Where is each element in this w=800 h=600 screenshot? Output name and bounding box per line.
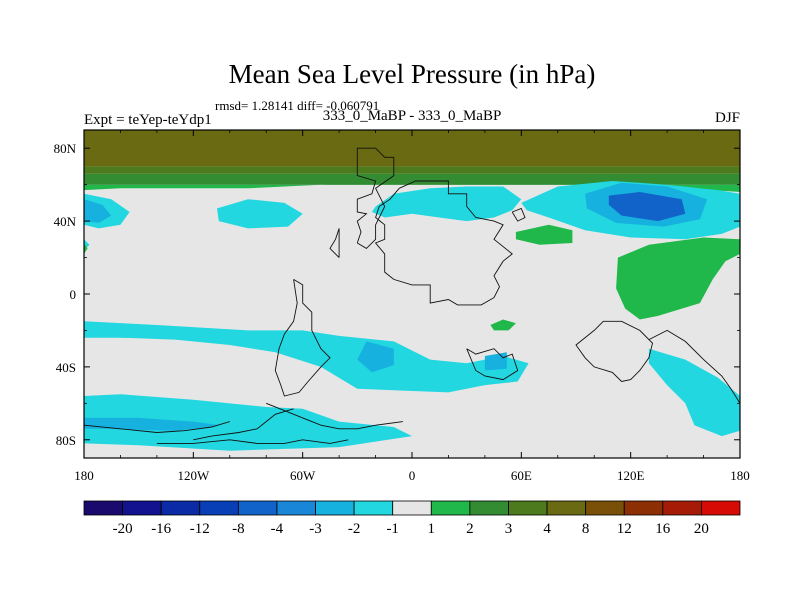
- y-tick-label-1: 40N: [54, 214, 77, 229]
- coastline-4: [274, 279, 331, 397]
- colorbar-swatch-0: [83, 500, 123, 516]
- contour-region-21: [484, 352, 507, 371]
- color-legend: -20 -16 -12 -8 -4 -3 -2 -1 1 2 3 4 8 12 16 20: [83, 500, 741, 537]
- colorbar-label-2: -12: [190, 521, 210, 537]
- colorbar-label-10: 3: [505, 521, 513, 537]
- contour-region-14: [84, 243, 88, 254]
- colorbar-swatch-15: [662, 500, 702, 516]
- colorbar-swatch-3: [199, 500, 239, 516]
- y-axis: 80N 40N 0 40S 80S: [54, 141, 740, 448]
- colorbar-swatch-11: [508, 500, 548, 516]
- colorbar-label-4: -4: [271, 521, 284, 537]
- x-axis: 180 120W 60W 0 60E 120E 180: [74, 130, 750, 483]
- colorbar-label-15: 20: [694, 521, 709, 537]
- coastline-10: [84, 421, 230, 433]
- contour-region-12: [84, 199, 112, 223]
- coastline-5: [466, 348, 519, 381]
- colorbar-label-11: 4: [543, 521, 551, 537]
- comparison-label: 333_0_MaBP - 333_0_MaBP: [323, 108, 502, 124]
- stats-label: rmsd= 1.28141 diff= -0.060791: [215, 98, 379, 113]
- x-tick-label-2: 60W: [290, 468, 316, 483]
- colorbar-swatch-1: [122, 500, 162, 516]
- colorbar-label-5: -3: [309, 521, 322, 537]
- colorbar-swatch-16: [701, 500, 741, 516]
- coastline-1: [356, 147, 395, 249]
- colorbar-label-9: 2: [466, 521, 474, 537]
- contour-region-7: [217, 199, 303, 229]
- colorbar-label-6: -2: [348, 521, 361, 537]
- contour-region-2: [84, 173, 740, 185]
- contour-region-13: [515, 224, 573, 245]
- x-tick-label-3: 0: [409, 468, 416, 483]
- coastline-6: [575, 320, 653, 382]
- colorbar-swatch-8: [392, 500, 432, 516]
- coastline-outlines: [84, 147, 740, 444]
- y-tick-label-0: 80N: [54, 141, 77, 156]
- coastline-3: [511, 207, 526, 222]
- contour-region-19: [648, 348, 740, 437]
- colorbar-label-7: -1: [386, 521, 399, 537]
- coastline-7: [266, 402, 403, 430]
- x-tick-label-5: 120E: [617, 468, 645, 483]
- experiment-label: Expt = teYep-teYdp1: [84, 112, 212, 128]
- y-tick-label-3: 40S: [56, 360, 76, 375]
- y-tick-label-2: 0: [70, 287, 77, 302]
- contour-region-11: [608, 192, 686, 222]
- map-plot-area: [84, 130, 740, 458]
- colorbar-swatch-13: [585, 500, 625, 516]
- contour-region-3: [84, 166, 740, 174]
- chart-title: Mean Sea Level Pressure (in hPa): [229, 59, 596, 89]
- coastline-11: [648, 329, 740, 404]
- x-tick-label-1: 120W: [177, 468, 210, 483]
- colorbar-label-14: 16: [655, 521, 671, 537]
- x-tick-label-4: 60E: [511, 468, 532, 483]
- contour-region-4: [84, 130, 740, 167]
- coastline-0: [374, 180, 513, 306]
- colorbar-label-1: -16: [151, 521, 171, 537]
- colorbar-swatch-10: [469, 500, 509, 516]
- colorbar-label-12: 8: [582, 521, 590, 537]
- coastline-8: [193, 408, 294, 441]
- colorbar-swatch-5: [276, 500, 316, 516]
- coastline-2: [329, 228, 340, 258]
- colorbar-swatch-6: [315, 500, 355, 516]
- colorbar-swatch-2: [160, 500, 201, 516]
- colorbar-swatch-12: [546, 500, 587, 516]
- pressure-contour-fills: [84, 130, 740, 458]
- contour-region-17: [84, 321, 529, 393]
- contour-region-16: [490, 319, 516, 331]
- colorbar-swatch-4: [237, 500, 278, 516]
- colorbar-label-8: 1: [428, 521, 436, 537]
- colorbar-label-3: -8: [232, 521, 245, 537]
- y-tick-label-4: 80S: [56, 433, 76, 448]
- x-tick-label-6: 180: [730, 468, 750, 483]
- season-label: DJF: [715, 110, 740, 126]
- contour-region-22: [84, 417, 221, 431]
- contour-region-15: [616, 237, 740, 320]
- coastline-9: [156, 439, 349, 444]
- colorbar-label-0: -20: [113, 521, 133, 537]
- contour-region-18: [84, 394, 412, 451]
- colorbar-swatch-14: [623, 500, 664, 516]
- colorbar-swatch-7: [353, 500, 394, 516]
- x-tick-label-0: 180: [74, 468, 94, 483]
- contour-region-8: [371, 186, 522, 222]
- contour-region-20: [357, 341, 394, 373]
- colorbar-label-13: 12: [617, 521, 632, 537]
- colorbar-swatch-9: [430, 500, 471, 516]
